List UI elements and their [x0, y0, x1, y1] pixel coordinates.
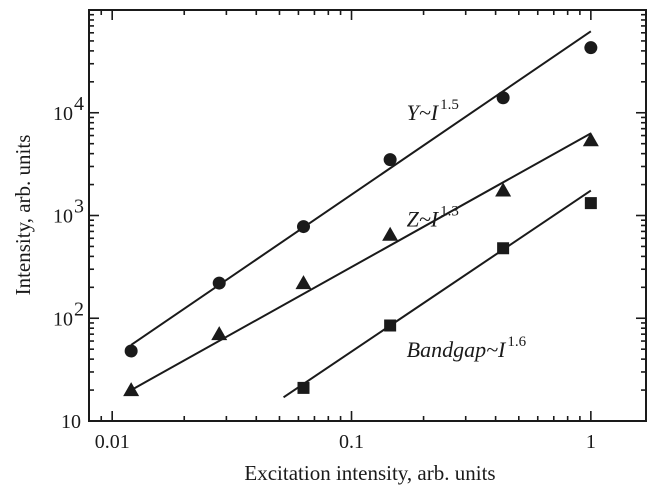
triangle-point — [582, 132, 599, 147]
fit-line-triangle — [130, 132, 592, 391]
square-point — [384, 319, 397, 332]
series-annotation-circle: Y~I 1.5 — [407, 97, 459, 125]
x-axis-title: Excitation intensity, arb. units — [244, 461, 495, 485]
x-tick-label: 0.1 — [339, 431, 364, 453]
triangle-point — [295, 275, 312, 290]
y-tick-label: 10 — [53, 103, 73, 125]
plot-frame — [88, 9, 647, 422]
triangle-point — [123, 382, 140, 397]
data-markers — [123, 41, 599, 397]
square-point — [497, 242, 510, 255]
circle-point — [296, 220, 310, 234]
fit-line-square — [282, 189, 592, 399]
fit-line-circle — [130, 30, 592, 346]
circle-point — [584, 41, 598, 55]
series-annotation-square: Bandgap~I 1.6 — [407, 334, 527, 362]
fit-lines — [130, 30, 592, 399]
y-tick-label: 10 — [53, 206, 73, 228]
y-tick-exponent: 4 — [74, 93, 84, 115]
annotations: Y~I 1.5 Z~I 1.3 Bandgap~I 1.6 — [407, 97, 527, 362]
circle-point — [496, 91, 510, 105]
circle-point — [124, 344, 138, 358]
x-tick-label: 0.01 — [95, 431, 130, 453]
triangle-point — [382, 226, 399, 241]
triangle-point — [495, 182, 512, 197]
y-tick-label: 10 — [61, 411, 81, 433]
triangle-point — [211, 326, 228, 341]
square-point — [584, 197, 597, 210]
y-tick-label: 10 — [53, 308, 73, 330]
square-point — [297, 381, 310, 394]
series-annotation-triangle: Z~I 1.3 — [407, 204, 459, 232]
circle-point — [383, 153, 397, 167]
y-tick-exponent: 2 — [74, 298, 84, 320]
y-axis-title: Intensity, arb. units — [11, 135, 35, 296]
y-tick-exponent: 3 — [74, 196, 84, 218]
x-tick-label: 1 — [586, 431, 596, 453]
circle-point — [212, 276, 226, 290]
axis-ticks — [88, 10, 646, 422]
